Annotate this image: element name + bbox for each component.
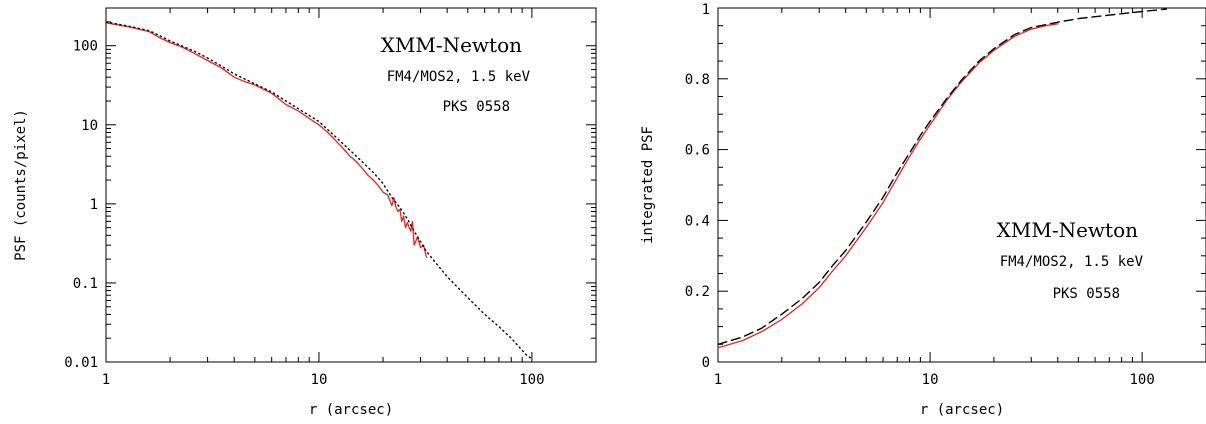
x-tick-label: 10 [922,372,939,388]
y-tick-label: 100 [73,39,98,55]
psf-profile-chart: 1 10 100 0.01 0.1 1 10 100 r (arcsec) PSF (counts… [13,7,597,418]
series-line-dashed [718,8,1168,345]
y-tick-label: 0 [702,355,710,371]
x-tick-label: 1 [714,372,722,388]
y-tick-label: 0.01 [64,355,98,371]
chart-annotation: PKS 0558 [1053,286,1120,302]
y-tick-label: 1 [702,2,710,18]
x-tick-label: 100 [519,372,544,388]
y-tick-label: 0.8 [685,72,710,88]
y-axis-title: integrated PSF [640,126,656,244]
plot-frame [717,7,1206,363]
chart-annotation: FM4/MOS2, 1.5 keV [387,69,531,85]
series-line-solid [718,23,1059,349]
series-line-solid [106,22,428,259]
y-tick-label: 10 [81,118,98,134]
integrated-psf-chart: 1 10 100 0 0.2 0.4 0.6 0.8 1 r (arcsec) integrated… [640,2,1206,418]
plot-frame [105,7,597,363]
chart-annotation: PKS 0558 [443,99,510,115]
x-axis-title: r (arcsec) [309,402,393,418]
x-tick-label: 100 [1130,372,1155,388]
y-tick-label: 0.6 [685,143,710,159]
y-tick-label: 0.2 [685,284,710,300]
y-axis-title: PSF (counts/pixel) [13,109,29,261]
x-tick-label: 1 [102,372,110,388]
x-axis-title: r (arcsec) [920,402,1004,418]
chart-annotation: XMM-Newton [997,218,1138,242]
y-tick-label: 1 [90,197,98,213]
chart-annotation: FM4/MOS2, 1.5 keV [1000,254,1144,270]
chart-annotation: XMM-Newton [381,33,522,57]
y-tick-label: 0.1 [73,276,98,292]
x-tick-label: 10 [311,372,328,388]
y-tick-label: 0.4 [685,213,710,229]
